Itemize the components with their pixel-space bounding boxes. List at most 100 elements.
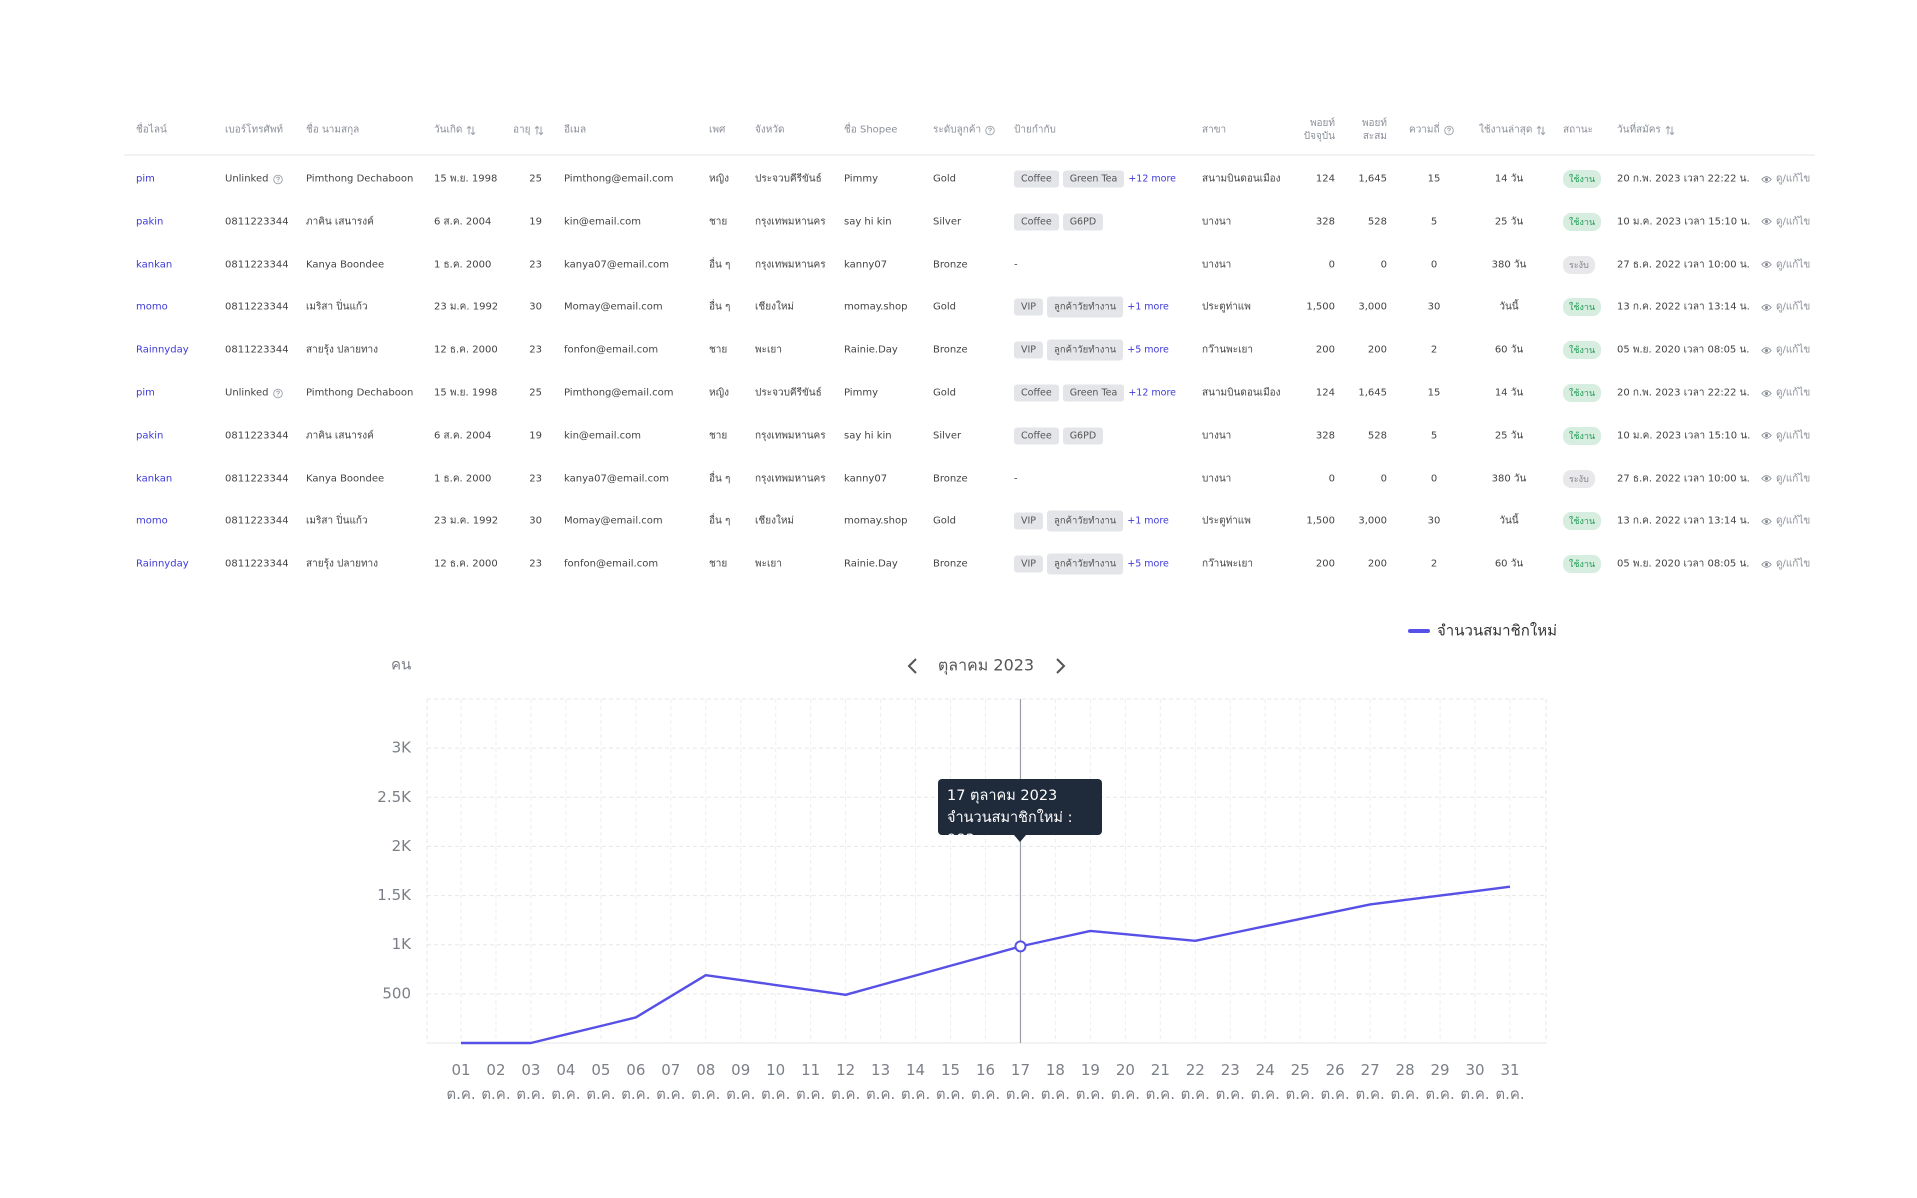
branch: บางนา [1202, 216, 1232, 228]
prev-month[interactable] [907, 658, 917, 674]
table-cell[interactable]: ดู/แก้ไข [1761, 471, 1810, 486]
more-tags[interactable]: +5 more [1127, 344, 1169, 356]
line[interactable]: pakin [136, 430, 164, 442]
view-edit[interactable]: ดู/แก้ไข [1776, 473, 1811, 485]
gender: หญิง [709, 173, 729, 185]
table-cell[interactable]: ดู/แก้ไข [1761, 557, 1810, 572]
shopee: say hi kin [844, 430, 892, 442]
table-cell: เชียงใหม่ [755, 514, 794, 529]
table-cell: อื่น ๆ [709, 300, 730, 315]
email: Pimthong@email.com [564, 387, 674, 399]
table-cell: kin@email.com [564, 216, 641, 227]
line[interactable]: pakin [136, 216, 164, 228]
table-cell: ประตูท่าแพ [1202, 514, 1251, 529]
legend-label: จำนวนสมาชิกใหม่ [1437, 622, 1557, 640]
level: Bronze [933, 558, 968, 570]
header-text: วันที่สมัคร [1617, 124, 1661, 136]
eye-icon [1761, 261, 1772, 268]
last-used: 60 วัน [1494, 344, 1524, 356]
table-cell: Gold [933, 516, 956, 527]
age: 23 [529, 558, 542, 570]
level: Silver [933, 216, 962, 228]
table-cell: 30 [529, 516, 542, 527]
view-edit[interactable]: ดู/แก้ไข [1776, 216, 1811, 228]
table-cell: ชาย [709, 343, 727, 358]
registered: 20 ก.พ. 2023 เวลา 22:22 น. [1617, 387, 1750, 399]
column-header: วันที่สมัคร [1617, 123, 1675, 138]
registered: 05 พ.ย. 2020 เวลา 08:05 น. [1617, 558, 1750, 570]
accumulated: 1,645 [1358, 387, 1387, 399]
more-tags[interactable]: +1 more [1127, 515, 1169, 527]
view-edit[interactable]: ดู/แก้ไข [1776, 387, 1811, 399]
table-cell[interactable]: ดู/แก้ไข [1761, 300, 1810, 315]
last-used: 25 วัน [1494, 216, 1524, 228]
frequency: 5 [1430, 216, 1438, 228]
line[interactable]: momo [136, 301, 168, 313]
x-tick-label: 25 ต.ค. [1285, 1061, 1315, 1103]
x-tick-label: 10 ต.ค. [761, 1061, 791, 1103]
table-cell: ใช้งาน [1563, 384, 1602, 402]
table-cell: momo [136, 302, 168, 313]
line[interactable]: kankan [136, 473, 173, 485]
table-cell[interactable]: ดู/แก้ไข [1761, 343, 1810, 358]
table-cell[interactable]: ดู/แก้ไข [1761, 428, 1810, 443]
table-cell[interactable]: ดู/แก้ไข [1761, 214, 1810, 229]
branch: สนามบินดอนเมือง [1202, 387, 1281, 399]
table-cell[interactable]: ดู/แก้ไข [1761, 514, 1810, 529]
table-cell: วันนี้ [1499, 300, 1518, 315]
last-used: 14 วัน [1494, 173, 1524, 185]
column-header: พอยท์ ปัจจุบัน [1301, 117, 1335, 143]
level: Bronze [933, 259, 968, 271]
view-edit[interactable]: ดู/แก้ไข [1776, 430, 1811, 442]
help-icon [1443, 125, 1454, 135]
sort-icon [1665, 125, 1675, 135]
view-edit[interactable]: ดู/แก้ไข [1776, 173, 1811, 185]
table-cell[interactable]: ดู/แก้ไข [1761, 386, 1810, 401]
table-cell: 14 วัน [1495, 172, 1523, 187]
last-used: 380 วัน [1491, 259, 1527, 271]
more-tags[interactable]: +12 more [1128, 173, 1177, 185]
line[interactable]: Rainnyday [136, 558, 189, 570]
tag-chip: G6PD [1062, 213, 1104, 231]
next-month[interactable] [1056, 658, 1066, 674]
tag-empty: - [1014, 473, 1018, 485]
table-cell: 10 ม.ค. 2023 เวลา 15:10 น. [1617, 428, 1750, 443]
view-edit[interactable]: ดู/แก้ไข [1776, 558, 1811, 570]
x-tick-label: 14 ต.ค. [900, 1061, 931, 1103]
table-cell: VIP ลูกค้าวัยทำงาน +1 more [1014, 510, 1169, 532]
line[interactable]: pim [136, 387, 155, 399]
table-cell: 6 ส.ค. 2004 [434, 214, 491, 229]
table-cell: VIP ลูกค้าวัยทำงาน +5 more [1014, 339, 1169, 361]
table-cell[interactable]: ดู/แก้ไข [1761, 172, 1810, 187]
more-tags[interactable]: +12 more [1128, 387, 1177, 399]
birthday: 15 พ.ย. 1998 [434, 173, 498, 185]
view-edit[interactable]: ดู/แก้ไข [1776, 301, 1811, 313]
header-text: วันเกิด [434, 124, 463, 136]
table-cell: 200 [1316, 345, 1335, 356]
view-edit[interactable]: ดู/แก้ไข [1776, 259, 1811, 271]
birthday: 1 ธ.ค. 2000 [434, 473, 492, 485]
view-edit[interactable]: ดู/แก้ไข [1776, 344, 1811, 356]
frequency: 0 [1430, 473, 1438, 485]
more-tags[interactable]: +5 more [1127, 558, 1169, 570]
last-used: 14 วัน [1494, 387, 1524, 399]
phone: 0811223344 [225, 473, 289, 485]
shopee: Pimmy [844, 173, 878, 185]
registered: 13 ก.ค. 2022 เวลา 13:14 น. [1617, 301, 1750, 313]
status-pill: ใช้งาน [1563, 555, 1602, 574]
table-cell: ใช้งาน [1563, 170, 1602, 188]
table-cell: กรุงเทพมหานคร [755, 214, 826, 229]
line[interactable]: pim [136, 173, 155, 185]
line[interactable]: Rainnyday [136, 344, 189, 356]
gender: อื่น ๆ [709, 301, 731, 313]
more-tags[interactable]: +1 more [1127, 301, 1169, 313]
table-cell: momo [136, 516, 168, 527]
table-cell[interactable]: ดู/แก้ไข [1761, 257, 1810, 272]
branch: กว๊านพะเยา [1202, 558, 1253, 570]
tooltip-title: 17 ตุลาคม 2023 [947, 788, 1058, 804]
line[interactable]: kankan [136, 259, 173, 271]
line[interactable]: momo [136, 515, 168, 527]
view-edit[interactable]: ดู/แก้ไข [1776, 515, 1811, 527]
table-cell: Coffee Green Tea +12 more [1014, 170, 1177, 188]
table-cell: fonfon@email.com [564, 345, 658, 356]
